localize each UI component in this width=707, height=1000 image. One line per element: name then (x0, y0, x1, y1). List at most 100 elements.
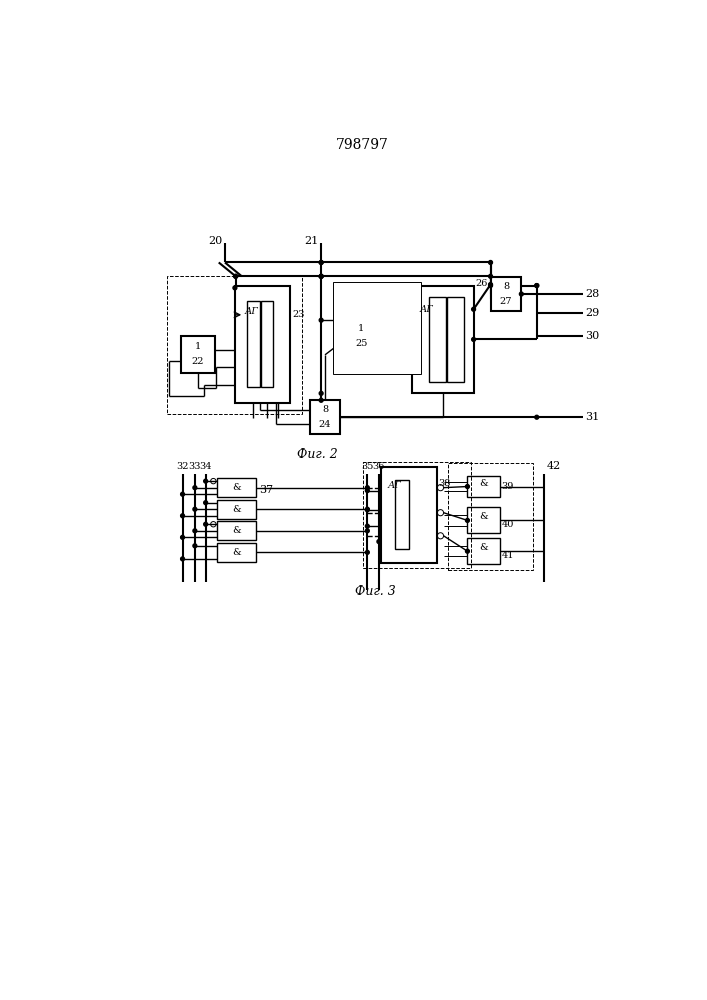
Bar (217, 521, 256, 540)
Text: 8: 8 (503, 282, 509, 291)
Bar (217, 500, 256, 519)
Circle shape (465, 485, 469, 488)
Bar (344, 318, 378, 355)
Circle shape (489, 284, 493, 287)
Circle shape (180, 514, 185, 518)
Bar (467, 476, 500, 497)
Text: 24: 24 (319, 420, 332, 429)
Bar (395, 480, 409, 549)
Circle shape (193, 544, 197, 548)
Text: 22: 22 (192, 357, 204, 366)
Circle shape (366, 486, 369, 490)
Text: 41: 41 (501, 551, 514, 560)
Circle shape (465, 518, 469, 522)
Bar (217, 543, 256, 562)
Text: &: & (232, 548, 241, 557)
Circle shape (489, 261, 493, 264)
Text: 29: 29 (585, 308, 600, 318)
Text: &: & (232, 505, 241, 514)
Bar (310, 400, 340, 434)
Bar (333, 282, 421, 374)
Circle shape (472, 307, 476, 311)
Circle shape (320, 318, 323, 322)
Text: АГ: АГ (244, 307, 258, 316)
Circle shape (489, 283, 493, 286)
Circle shape (465, 549, 469, 553)
Circle shape (366, 524, 369, 528)
Text: 28: 28 (585, 289, 600, 299)
Circle shape (234, 274, 238, 278)
Text: 30: 30 (585, 331, 600, 341)
Bar (167, 276, 302, 414)
Circle shape (204, 501, 208, 505)
Text: 31: 31 (585, 412, 600, 422)
Bar (429, 297, 446, 382)
Text: 39: 39 (501, 482, 514, 491)
Bar (467, 507, 500, 533)
Text: 26: 26 (475, 279, 488, 288)
Circle shape (320, 274, 323, 278)
Circle shape (320, 398, 323, 402)
Circle shape (193, 507, 197, 511)
Text: 23: 23 (292, 310, 305, 319)
Text: 37: 37 (259, 485, 274, 495)
Text: &: & (232, 526, 241, 535)
Bar (467, 538, 500, 564)
Bar (448, 297, 464, 382)
Circle shape (180, 535, 185, 539)
Circle shape (234, 274, 238, 278)
Text: Фиг. 2: Фиг. 2 (297, 448, 338, 461)
Circle shape (520, 292, 523, 296)
Text: 32: 32 (176, 462, 189, 471)
Circle shape (366, 529, 369, 533)
Text: 33: 33 (189, 462, 201, 471)
Circle shape (233, 286, 237, 290)
Circle shape (193, 529, 197, 533)
Circle shape (489, 274, 493, 278)
Circle shape (534, 415, 539, 419)
Text: &: & (232, 483, 241, 492)
Bar (448, 463, 533, 570)
Text: 38: 38 (438, 479, 450, 488)
Text: 1: 1 (358, 324, 364, 333)
Circle shape (193, 486, 197, 490)
Text: 27: 27 (500, 297, 512, 306)
Bar (181, 336, 215, 373)
Bar (261, 301, 274, 387)
Bar (217, 478, 256, 497)
Circle shape (204, 522, 208, 526)
Text: АГ: АГ (420, 305, 433, 314)
Text: &: & (479, 543, 488, 552)
Circle shape (320, 391, 323, 395)
Circle shape (320, 261, 323, 264)
Text: &: & (479, 512, 488, 521)
Text: 42: 42 (547, 461, 561, 471)
Circle shape (180, 492, 185, 496)
Circle shape (320, 274, 323, 278)
Circle shape (534, 284, 539, 287)
Text: 36: 36 (373, 462, 385, 471)
Text: 35: 35 (361, 462, 373, 471)
Text: 34: 34 (199, 462, 212, 471)
Bar (235, 286, 291, 403)
Circle shape (366, 489, 369, 492)
Circle shape (320, 274, 323, 278)
Circle shape (472, 338, 476, 341)
Circle shape (377, 540, 381, 544)
Text: 798797: 798797 (336, 138, 388, 152)
Text: 25: 25 (355, 339, 368, 348)
Circle shape (204, 479, 208, 483)
Bar (381, 466, 437, 563)
Bar (491, 277, 521, 311)
Text: &: & (479, 479, 488, 488)
Bar (412, 286, 474, 393)
Circle shape (534, 284, 539, 287)
Circle shape (180, 557, 185, 561)
Circle shape (320, 261, 323, 264)
Text: 40: 40 (501, 520, 514, 529)
Bar (247, 301, 259, 387)
Bar (363, 462, 472, 568)
Text: 21: 21 (305, 236, 319, 246)
Text: Фиг. 3: Фиг. 3 (355, 585, 395, 598)
Circle shape (366, 507, 369, 511)
